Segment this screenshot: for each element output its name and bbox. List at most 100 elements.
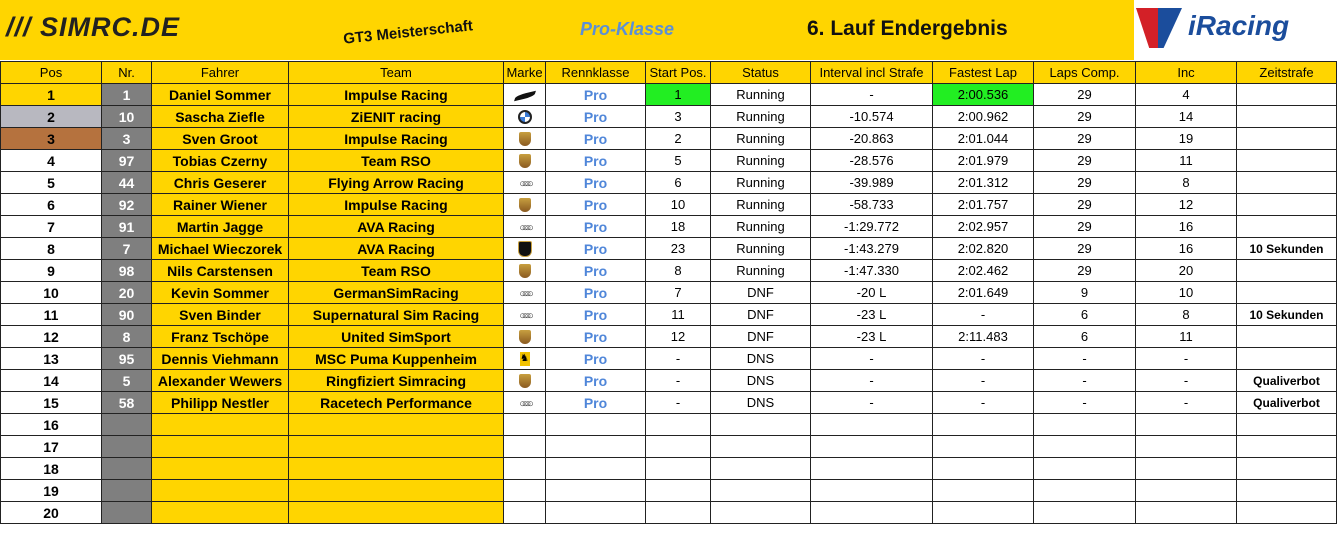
start-position: - — [645, 369, 711, 392]
car-number: 7 — [101, 237, 152, 260]
series-title: GT3 Meisterschaft — [342, 17, 474, 48]
driver-name: Nils Carstensen — [151, 259, 289, 282]
column-header: Pos — [0, 61, 102, 84]
fastest-lap: 2:01.649 — [932, 281, 1034, 304]
pos-cell: 16 — [0, 413, 102, 436]
brand-cell — [503, 501, 546, 524]
interval: -1:47.330 — [810, 259, 933, 282]
table-row: 17 — [0, 435, 1337, 458]
status — [710, 501, 811, 524]
start-position: 23 — [645, 237, 711, 260]
race-class: Pro — [545, 325, 646, 348]
status — [710, 435, 811, 458]
status: Running — [710, 215, 811, 238]
interval: - — [810, 347, 933, 370]
fastest-lap — [932, 501, 1034, 524]
interval — [810, 479, 933, 502]
column-header: Fastest Lap — [932, 61, 1034, 84]
driver-name: Sven Binder — [151, 303, 289, 326]
race-class: Pro — [545, 171, 646, 194]
brand-cell — [503, 369, 546, 392]
brand-cell — [503, 435, 546, 458]
car-number: 5 — [101, 369, 152, 392]
table-row: 2 10 Sascha Ziefle ZiENIT racing Pro 3 Running… — [0, 105, 1337, 128]
driver-name: Daniel Sommer — [151, 83, 289, 106]
table-row: 16 — [0, 413, 1337, 436]
brand-cell — [503, 413, 546, 436]
table-row: 7 91 Martin Jagge AVA Racing ○○○○ Pro 18 Runnin… — [0, 215, 1337, 238]
status: Running — [710, 149, 811, 172]
car-number: 8 — [101, 325, 152, 348]
race-class: Pro — [545, 215, 646, 238]
team-name: Racetech Performance — [288, 391, 504, 414]
race-class: Pro — [545, 259, 646, 282]
pos-cell: 18 — [0, 457, 102, 480]
start-position: 3 — [645, 105, 711, 128]
driver-name — [151, 457, 289, 480]
fastest-lap — [932, 413, 1034, 436]
driver-name: Alexander Wewers — [151, 369, 289, 392]
laps-completed — [1033, 435, 1136, 458]
brand-cell: ○○○○ — [503, 171, 546, 194]
race-class: Pro — [545, 237, 646, 260]
driver-name: Philipp Nestler — [151, 391, 289, 414]
team-name: Team RSO — [288, 149, 504, 172]
audi-icon: ○○○○ — [519, 287, 533, 300]
race-class: Pro — [545, 193, 646, 216]
race-class: Pro — [545, 281, 646, 304]
simrc-logo: /// SIMRC.DE — [6, 12, 181, 42]
column-header: Start Pos. — [645, 61, 711, 84]
header-banner: /// SIMRC.DE GT3 Meisterschaft Pro-Klass… — [0, 0, 1134, 60]
table-row: 10 20 Kevin Sommer GermanSimRacing ○○○○ Pro 7 D… — [0, 281, 1337, 304]
brand-cell — [503, 325, 546, 348]
table-row: 11 90 Sven Binder Supernatural Sim Racing ○○… — [0, 303, 1337, 326]
iracing-logo: iRacing — [1136, 6, 1336, 50]
pos-cell: 11 — [0, 303, 102, 326]
interval: -23 L — [810, 303, 933, 326]
mclaren-icon — [513, 90, 536, 101]
fastest-lap: 2:01.979 — [932, 149, 1034, 172]
incidents: 10 — [1135, 281, 1237, 304]
interval: -10.574 — [810, 105, 933, 128]
driver-name: Sven Groot — [151, 127, 289, 150]
interval — [810, 413, 933, 436]
table-row: 5 44 Chris Geserer Flying Arrow Racing ○○○○ P… — [0, 171, 1337, 194]
team-name — [288, 435, 504, 458]
interval — [810, 435, 933, 458]
team-name — [288, 479, 504, 502]
laps-completed: 29 — [1033, 149, 1136, 172]
table-row: 14 5 Alexander Wewers Ringfiziert Simracing… — [0, 369, 1337, 392]
time-penalty — [1236, 347, 1337, 370]
fastest-lap: - — [932, 347, 1034, 370]
car-number: 44 — [101, 171, 152, 194]
laps-completed: 29 — [1033, 83, 1136, 106]
column-header: Fahrer — [151, 61, 289, 84]
column-header: Status — [710, 61, 811, 84]
interval: -20.863 — [810, 127, 933, 150]
start-position: 1 — [645, 83, 711, 106]
brand-cell — [503, 83, 546, 106]
column-header: Zeitstrafe — [1236, 61, 1337, 84]
race-class: Pro — [545, 127, 646, 150]
car-number: 58 — [101, 391, 152, 414]
pos-cell: 3 — [0, 127, 102, 150]
table-row: 4 97 Tobias Czerny Team RSO Pro 5 Running -28.5… — [0, 149, 1337, 172]
laps-completed: - — [1033, 391, 1136, 414]
driver-name: Kevin Sommer — [151, 281, 289, 304]
pos-cell: 17 — [0, 435, 102, 458]
table-row: 9 98 Nils Carstensen Team RSO Pro 8 Running -1:… — [0, 259, 1337, 282]
table-row: 19 — [0, 479, 1337, 502]
incidents: 4 — [1135, 83, 1237, 106]
brand-cell: ♞ — [503, 347, 546, 370]
laps-completed: 9 — [1033, 281, 1136, 304]
fastest-lap: - — [932, 303, 1034, 326]
car-number: 1 — [101, 83, 152, 106]
team-name: Supernatural Sim Racing — [288, 303, 504, 326]
race-class — [545, 435, 646, 458]
driver-name — [151, 479, 289, 502]
class-label: Pro-Klasse — [580, 19, 675, 39]
time-penalty: 10 Sekunden — [1236, 237, 1337, 260]
fastest-lap: 2:02.820 — [932, 237, 1034, 260]
driver-name: Sascha Ziefle — [151, 105, 289, 128]
time-penalty — [1236, 193, 1337, 216]
